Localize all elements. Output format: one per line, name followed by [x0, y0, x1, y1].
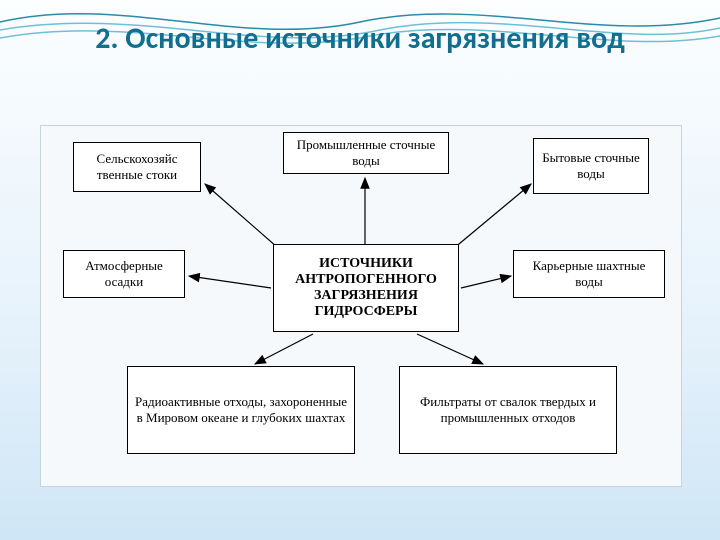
node-top-agriculture: Сельскохозяйс твенные стоки — [73, 142, 201, 192]
node-center: ИСТОЧНИКИ АНТРОПОГЕННОГО ЗАГРЯЗНЕНИЯ ГИД… — [273, 244, 459, 332]
arrow-bot_r — [417, 334, 483, 364]
node-mid-precip: Атмосферные осадки — [63, 250, 185, 298]
node-top-domestic: Бытовые сточные воды — [533, 138, 649, 194]
diagram-panel: ИСТОЧНИКИ АНТРОПОГЕННОГО ЗАГРЯЗНЕНИЯ ГИД… — [40, 125, 682, 487]
arrow-mid_r — [461, 276, 511, 288]
node-bot-radioactive: Радиоактивные отходы, захороненные в Мир… — [127, 366, 355, 454]
slide: 2. Основные источники загрязнения вод ИС… — [0, 0, 720, 540]
arrow-mid_l — [189, 276, 271, 288]
arrow-bot_l — [255, 334, 313, 364]
node-top-industrial: Промышленные сточные воды — [283, 132, 449, 174]
node-mid-quarry: Карьерные шахтные воды — [513, 250, 665, 298]
node-bot-filtrates: Фильтраты от свалок твердых и промышленн… — [399, 366, 617, 454]
arrow-top_r — [447, 184, 531, 254]
slide-title: 2. Основные источники загрязнения вод — [0, 22, 720, 57]
